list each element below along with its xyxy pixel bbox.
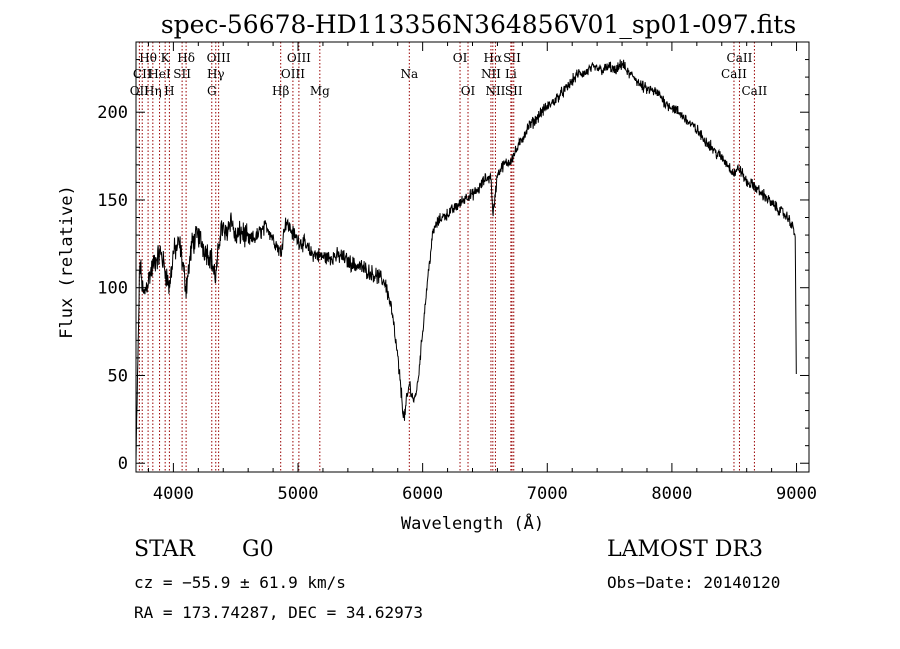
line-label-11: G — [207, 84, 217, 98]
x-tick-label-4000: 4000 — [153, 484, 194, 504]
x-tick-label-8000: 8000 — [651, 484, 692, 504]
line-label-12: Hβ — [272, 84, 289, 98]
line-label-2: OII — [130, 84, 150, 98]
line-label-13: OIII — [287, 51, 311, 65]
line-label-6: H — [164, 84, 174, 98]
line-label-14: OIII — [281, 67, 305, 81]
line-label-19: Hα — [484, 51, 503, 65]
y-tick-label-0: 0 — [118, 454, 128, 474]
plot-frame — [135, 41, 810, 473]
line-label-20: NII — [481, 67, 501, 81]
line-label-3: Hη — [144, 84, 162, 98]
x-tick-label-7000: 7000 — [527, 484, 568, 504]
line-label-22: SII — [503, 51, 521, 65]
y-tick-label-50: 50 — [108, 366, 128, 386]
redshift-label: cz = −55.9 ± 61.9 km/s — [134, 573, 346, 592]
line-label-21: NII — [485, 84, 505, 98]
y-tick-label-200: 200 — [97, 103, 128, 123]
line-label-10: Hγ — [207, 67, 225, 81]
line-label-9: OIII — [207, 51, 231, 65]
object-class: STAR — [134, 537, 195, 562]
line-label-8: SII — [173, 67, 191, 81]
obs-date-label: Obs−Date: 20140120 — [607, 573, 781, 592]
y-tick-label-100: 100 — [97, 279, 128, 299]
line-label-23: Li — [505, 67, 517, 81]
line-label-16: Na — [400, 67, 418, 81]
spectral-subclass: G0 — [242, 537, 274, 562]
line-label-17: OI — [453, 51, 468, 65]
survey-label: LAMOST DR3 — [607, 537, 763, 562]
coordinates-label: RA = 173.74287, DEC = 34.62973 — [134, 603, 423, 622]
x-tick-label-5000: 5000 — [278, 484, 319, 504]
line-label-15: Mg — [310, 84, 330, 98]
x-axis-title: Wavelength (Å) — [401, 512, 544, 534]
line-label-4: HeI — [148, 67, 171, 81]
y-axis-title: Flux (relative) — [57, 185, 77, 339]
y-tick-label-150: 150 — [97, 191, 128, 211]
spectrum-line — [135, 59, 797, 463]
line-label-7: Hδ — [177, 51, 195, 65]
line-label-27: CaII — [741, 84, 767, 98]
x-tick-label-9000: 9000 — [776, 484, 817, 504]
line-label-24: SII — [505, 84, 523, 98]
line-label-0: Hθ — [139, 51, 157, 65]
line-label-5: K — [161, 51, 171, 65]
line-label-26: CaII — [721, 67, 747, 81]
chart-title: spec-56678-HD113356N364856V01_sp01-097.f… — [161, 10, 796, 39]
line-label-25: CaII — [727, 51, 753, 65]
x-tick-label-6000: 6000 — [402, 484, 443, 504]
line-label-18: OI — [461, 84, 476, 98]
